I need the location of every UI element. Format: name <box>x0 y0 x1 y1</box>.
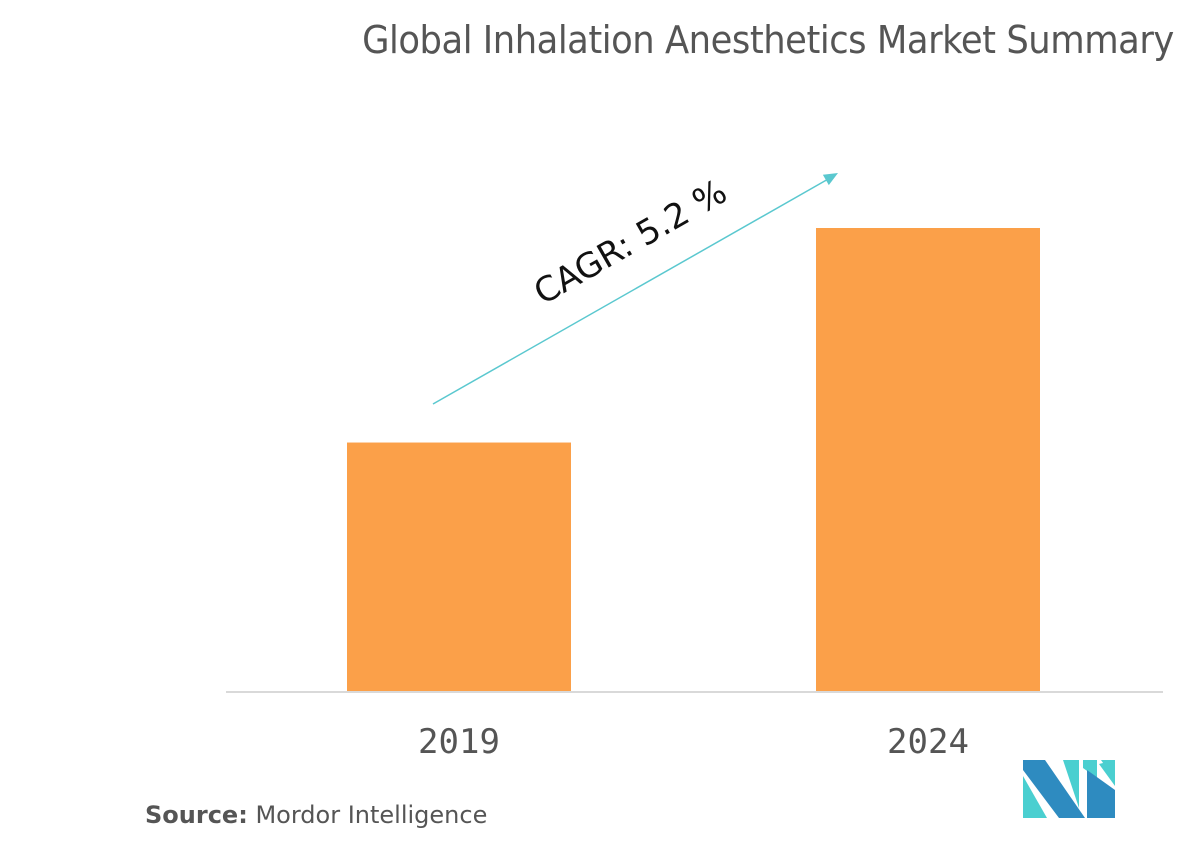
source-note: Source: Mordor Intelligence <box>145 801 487 829</box>
x-tick-labels: 2019 2024 <box>418 722 969 762</box>
cagr-arrowhead-icon <box>822 173 838 186</box>
source-value: Mordor Intelligence <box>255 801 488 829</box>
cagr-annotation: CAGR: 5.2 % <box>432 172 838 405</box>
bars-group <box>347 228 1040 692</box>
bar-2019 <box>347 442 571 692</box>
chart-title: Global Inhalation Anesthetics Market Sum… <box>362 18 1174 62</box>
bar-2024 <box>816 228 1040 692</box>
mordor-intelligence-logo-icon <box>1023 760 1115 818</box>
source-label: Source: <box>145 801 248 829</box>
cagr-arrow-line <box>432 177 831 405</box>
x-tick-label-2019: 2019 <box>418 722 500 762</box>
x-tick-label-2024: 2024 <box>887 722 969 762</box>
